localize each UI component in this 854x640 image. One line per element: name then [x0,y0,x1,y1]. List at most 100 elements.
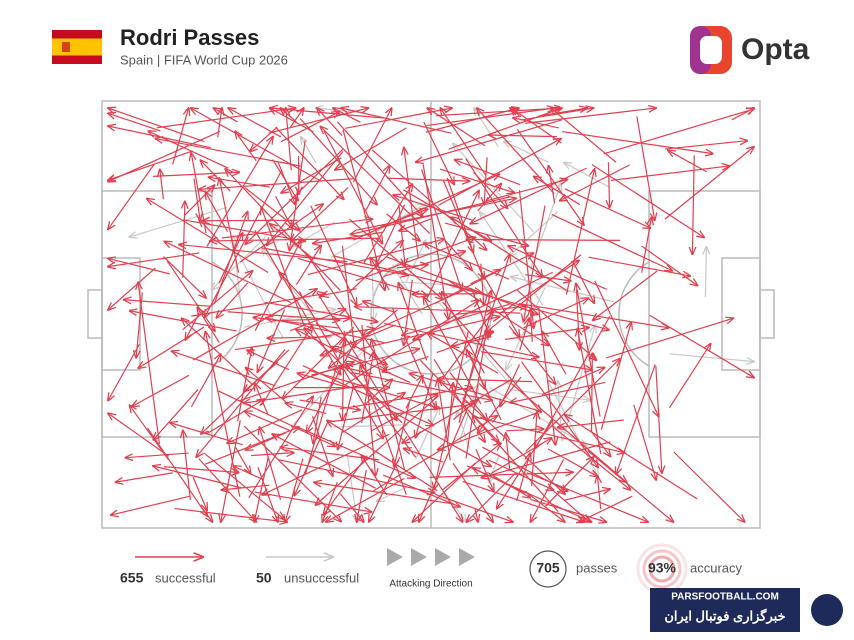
pass-arrow [152,172,239,177]
pass-arrow [243,425,341,522]
pass-arrow [130,311,237,332]
pass-arrow [108,413,170,457]
pass-arrow [516,128,584,225]
pass-arrow [345,108,452,129]
pass-arrow [164,241,292,304]
passes-label: passes [576,560,618,575]
pass-arrow [297,257,428,295]
pass-arrow [525,359,620,452]
pass-arrow [111,495,191,515]
pass-arrow [516,453,530,501]
pass-arrow [591,164,704,238]
pass-arrow [341,108,452,134]
pass-arrow [442,292,485,374]
pass-arrow [174,507,288,522]
pass-arrow [549,487,590,522]
pass-arrow [551,213,673,270]
pass-arrow [160,169,164,200]
pass-arrow [446,177,473,252]
pass-arrow [355,307,521,314]
pass-arrow [588,256,691,276]
pass-arrow [519,303,669,328]
pass-arrow [462,397,565,495]
pass-arrow [361,324,376,476]
pass-arrow [365,166,390,212]
pass-arrow [342,330,344,421]
pass-arrow [664,147,754,220]
pass-arrow [219,178,240,273]
pass-arrow [327,420,438,492]
pass-arrow [163,466,239,473]
pass-arrow [525,108,656,124]
pass-arrow [673,451,745,522]
successful-count: 655 [120,570,144,586]
pass-arrow [579,495,633,522]
pass-arrow [255,383,269,414]
pass-arrow [191,294,325,317]
passes-circle [529,550,567,588]
pass-arrow [434,330,469,490]
pass-arrow [147,199,269,274]
pass-arrow [488,459,554,490]
pass-arrow [562,130,713,154]
pass-arrow [138,326,205,368]
pass-arrow [455,160,521,186]
pass-arrow [668,344,710,409]
pass-arrow [349,218,442,299]
watermark-name: خبرگزاری فوتبال ایران [664,607,785,624]
pass-arrow [473,415,559,512]
pass-arrow [488,386,587,446]
pass-arrow [485,254,582,333]
pass-arrow [254,491,372,512]
pass-arrow [234,329,374,351]
pass-arrow [357,469,367,522]
unsuccessful-label: unsuccessful [284,570,359,585]
pass-arrow [473,468,526,494]
pass-arrow [320,127,431,235]
pass-arrow [382,356,429,372]
pass-arrow [254,240,301,332]
pass-arrow [655,365,662,473]
pass-arrow [470,167,587,224]
pass-arrow [443,238,472,270]
pass-arrow [272,434,376,489]
pass-arrow [402,303,510,335]
pass-arrow [199,178,354,190]
pass-arrow [221,219,373,239]
pass-arrow [385,407,491,466]
pass-arrow [616,364,656,474]
pass-arrow [286,108,292,171]
pass-arrow [453,144,535,233]
pass-arrow [636,116,655,220]
pass-arrow [386,213,420,241]
pass-arrow [204,427,299,465]
pass-arrow [429,472,573,478]
pass-arrow [466,350,502,421]
pass-arrow [510,382,627,482]
pass-arrow [163,256,207,298]
pass-arrow [267,151,344,246]
pass-arrow [371,149,486,250]
pass-arrow [270,108,314,133]
pass-arrow [264,301,378,321]
pass-arrow [332,425,407,427]
accuracy-value: 93% [648,560,677,576]
pass-arrow [218,233,243,284]
pass-arrow [383,474,460,507]
pass-arrow [136,292,143,358]
pass-arrow [547,448,598,477]
pass-arrow [427,108,486,147]
pass-arrow [669,353,754,362]
pass-arrow [480,212,544,306]
pass-arrow [475,507,478,522]
pass-arrow [511,108,562,144]
pass-arrow [513,118,560,129]
pass-arrow [504,141,549,163]
pass-arrow [525,274,571,281]
pass-arrow [510,277,614,303]
pass-arrow [108,252,200,267]
pass-arrow [314,482,454,505]
pass-arrow [341,245,354,348]
pass-arrow [138,282,161,445]
